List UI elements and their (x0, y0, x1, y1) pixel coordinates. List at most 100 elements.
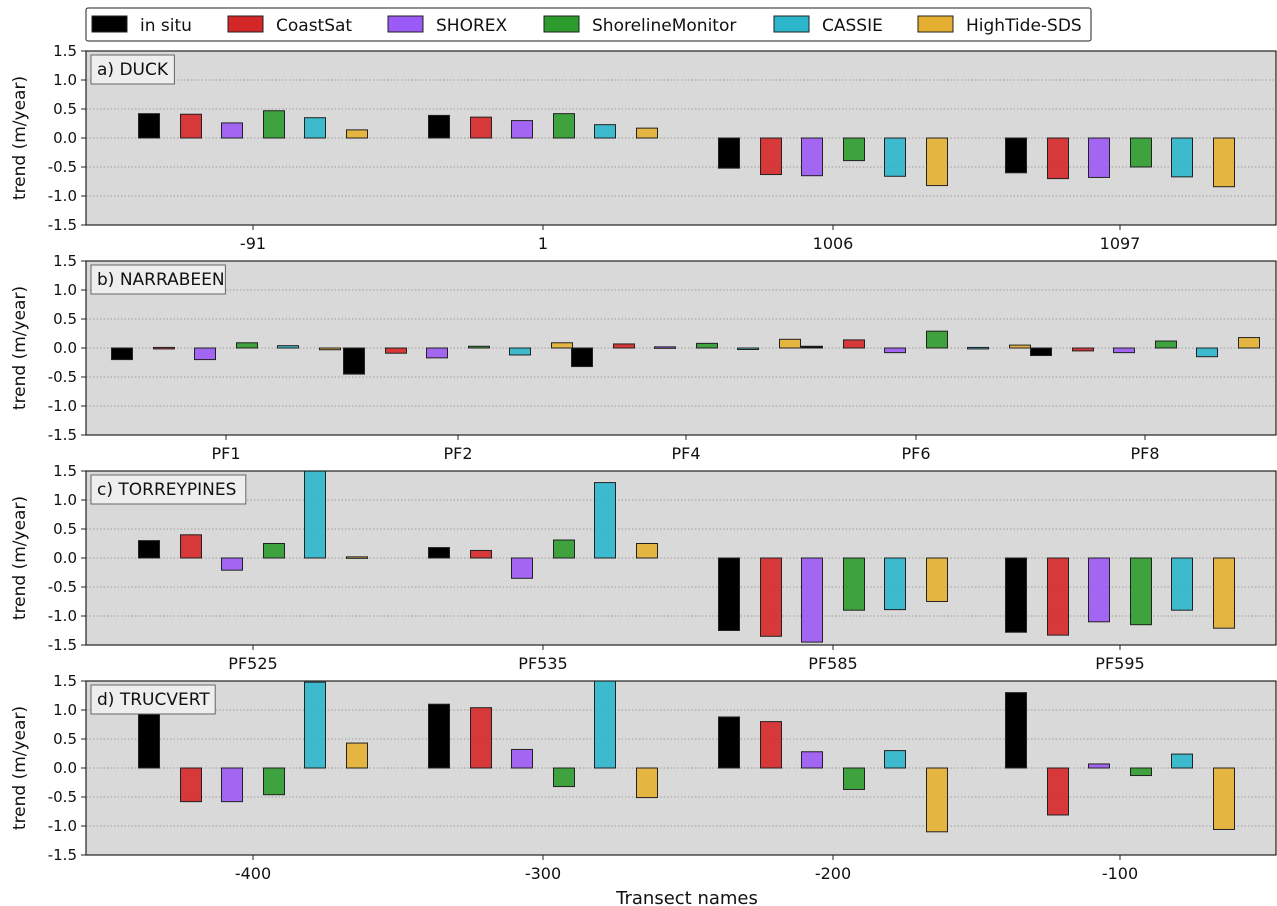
bar (926, 767, 948, 833)
y-axis-label: trend (m/year) (10, 706, 30, 830)
bar (718, 716, 740, 769)
panel-title-box (90, 54, 175, 85)
bar (511, 120, 533, 139)
bar (967, 346, 989, 350)
bar (277, 345, 299, 349)
bar (801, 751, 823, 769)
x-tick-label: PF4 (671, 444, 700, 463)
bar (1047, 767, 1069, 816)
bar (304, 681, 326, 769)
legend-frame (85, 7, 1092, 42)
x-tick-label: 1 (538, 234, 548, 253)
bar (636, 127, 658, 139)
x-tick-label: -300 (525, 864, 561, 883)
x-axis-label: Transect names (615, 888, 758, 906)
bar (346, 556, 368, 559)
bar (1088, 763, 1110, 769)
bar (594, 482, 616, 559)
legend-label: ShorelineMonitor (592, 16, 736, 36)
bar (221, 122, 243, 139)
y-tick-label: 1.5 (53, 462, 77, 480)
bar (385, 347, 407, 354)
y-tick-label: 0.5 (53, 730, 77, 748)
legend-swatch (227, 15, 264, 33)
panel-3: 1.5 1.0 0.5 0.0 -0.5 -1.0 -1.5 PF525 PF535 PF585 P… (10, 462, 1277, 673)
bar (263, 543, 285, 559)
y-tick-label: 1.0 (53, 491, 77, 509)
bar (594, 124, 616, 139)
bar (884, 137, 906, 177)
bar (1196, 347, 1218, 358)
bar (760, 557, 782, 637)
bar (654, 346, 676, 349)
bar (138, 540, 160, 559)
y-tick-label: 0.5 (53, 310, 77, 328)
y-tick-label: 0.5 (53, 520, 77, 538)
panel-2: 1.5 1.0 0.5 0.0 -0.5 -1.0 -1.5 PF1 PF2 PF4 PF6 PF8 t… (10, 252, 1277, 463)
y-tick-label: -0.5 (48, 788, 77, 806)
bar (779, 338, 801, 349)
legend-swatch (773, 15, 810, 33)
bar (1171, 137, 1193, 178)
bar (801, 137, 823, 177)
bar (1072, 347, 1094, 352)
y-tick-label: -1.5 (48, 846, 77, 864)
bar (138, 113, 160, 139)
bar (1213, 557, 1235, 629)
x-tick-label: 1006 (813, 234, 854, 253)
legend-label: CoastSat (276, 16, 352, 36)
y-tick-label: 0.0 (53, 339, 77, 357)
y-tick-label: -1.0 (48, 187, 77, 205)
y-tick-label: -1.5 (48, 216, 77, 234)
bar (926, 330, 948, 349)
bar (553, 113, 575, 139)
bar (926, 557, 948, 602)
panel-title: d) TRUCVERT (97, 690, 210, 710)
bar (1088, 557, 1110, 623)
bar (613, 343, 635, 349)
bar (760, 721, 782, 769)
bar (138, 704, 160, 769)
bar (594, 680, 616, 769)
panel-title-box (90, 474, 247, 505)
legend-swatch (91, 15, 128, 33)
bar (304, 470, 326, 559)
bar (551, 342, 573, 349)
y-tick-label: -0.5 (48, 578, 77, 596)
x-tick-label: -91 (240, 234, 266, 253)
x-tick-label: PF1 (211, 444, 240, 463)
bar (1088, 137, 1110, 178)
bar (319, 347, 341, 351)
bar (884, 750, 906, 769)
bar (511, 557, 533, 579)
bar (801, 345, 823, 349)
y-tick-label: -0.5 (48, 158, 77, 176)
bar (470, 116, 492, 139)
y-tick-label: 1.0 (53, 71, 77, 89)
axes-frame (85, 680, 1277, 856)
y-tick-label: -1.5 (48, 636, 77, 654)
bar (1047, 137, 1069, 180)
bar (1155, 340, 1177, 349)
panel-4: 1.5 1.0 0.5 0.0 -0.5 -1.0 -1.5 -400 -300 -200 -100… (10, 672, 1277, 883)
bar (696, 342, 718, 349)
y-tick-label: 1.0 (53, 281, 77, 299)
y-tick-label: 0.0 (53, 549, 77, 567)
x-tick-label: PF535 (518, 654, 567, 673)
bar (553, 767, 575, 788)
x-tick-label: 1097 (1100, 234, 1141, 253)
bar (926, 137, 948, 187)
x-tick-label: PF8 (1130, 444, 1159, 463)
x-tick-label: PF2 (443, 444, 472, 463)
bar (470, 549, 492, 559)
bar (843, 137, 865, 162)
bar (884, 557, 906, 611)
panel-title-box (90, 264, 226, 295)
bar (1047, 557, 1069, 636)
bar (1005, 137, 1027, 174)
bar (428, 703, 450, 769)
bar (801, 557, 823, 643)
y-axis-label: trend (m/year) (10, 76, 30, 200)
bar (470, 707, 492, 769)
legend-label: HighTide-SDS (966, 16, 1082, 36)
